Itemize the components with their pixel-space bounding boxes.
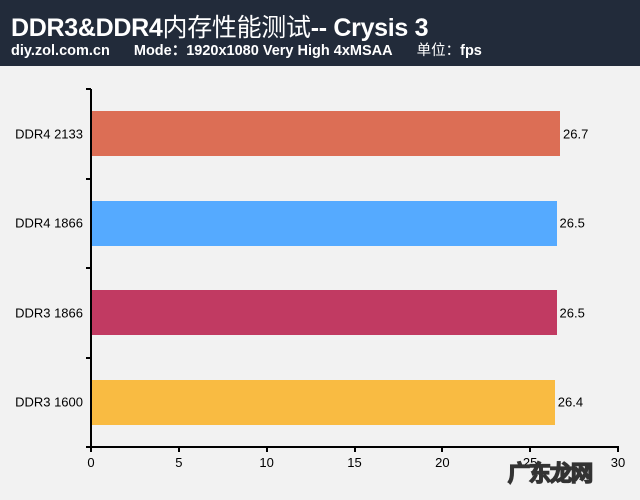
site-url: diy.zol.com.cn [11,43,110,59]
category-label: DDR3 1600 [15,394,83,410]
y-axis [90,89,92,448]
x-tick [90,446,92,452]
x-tick-label: 10 [259,455,274,470]
value-label: 26.5 [559,215,585,231]
title-cn: 内存性能测试 [162,14,312,42]
x-tick-label: 0 [87,455,95,470]
unit-value: fps [460,43,482,59]
bar [92,379,555,425]
bar [92,200,557,246]
x-tick [265,446,268,452]
y-tick [86,356,91,359]
category-label: DDR4 2133 [15,126,83,142]
watermark: 广东龙网 [507,460,594,487]
unit-label: 单位： [416,43,461,59]
bar [92,290,557,336]
y-tick [86,446,91,448]
chart-header: DDR3&DDR4内存性能测试-- Crysis 3 diy.zol.com.c… [0,0,640,66]
x-tick [441,446,444,452]
x-axis [86,446,619,448]
x-tick-label: 15 [347,455,362,470]
category-label: DDR3 1866 [15,305,83,321]
x-tick [529,446,532,452]
chart-title: DDR3&DDR4内存性能测试-- Crysis 3 [11,8,429,44]
category-label: DDR4 1866 [15,215,83,231]
title-en: DDR3&DDR4 [11,14,163,42]
title-suffix: -- Crysis 3 [310,14,429,42]
bar [92,111,561,157]
x-tick [617,446,619,452]
chart-subtitle: diy.zol.com.cn Mode：1920x1080 Very High … [11,39,502,60]
y-tick [86,267,91,269]
value-label: 26.7 [563,126,589,142]
y-tick [86,177,91,180]
value-label: 26.5 [559,305,585,321]
x-tick-label: 5 [175,455,183,470]
x-tick-label: 20 [435,455,450,470]
value-label: 26.4 [557,394,584,410]
x-tick [353,446,356,452]
x-tick-label: 25 [522,455,538,470]
y-tick [86,88,91,90]
x-tick [177,446,180,452]
test-mode: Mode：1920x1080 Very High 4xMSAA [133,43,393,59]
x-tick-label: 30 [610,455,626,470]
